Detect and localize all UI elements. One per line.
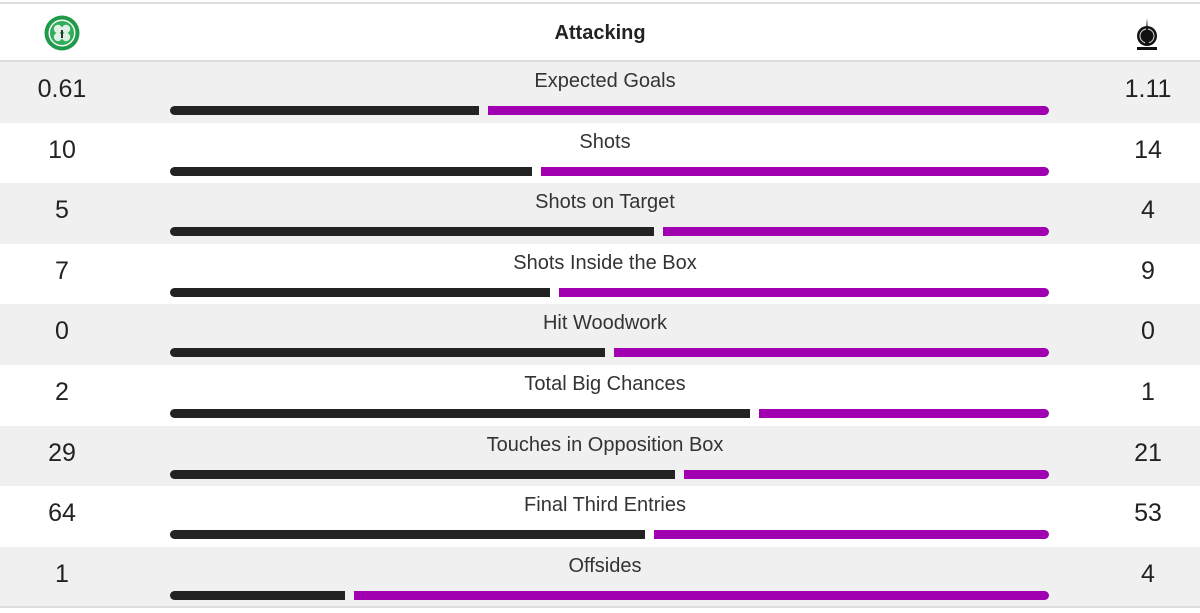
away-bar	[488, 106, 1049, 115]
stat-label: Shots on Target	[535, 191, 675, 214]
comparison-bar	[170, 106, 1049, 115]
home-bar	[170, 408, 750, 418]
stat-label: Offsides	[568, 554, 642, 577]
away-value: 21	[1134, 438, 1162, 467]
home-value: 64	[48, 499, 76, 528]
home-value: 10	[48, 135, 76, 164]
stat-row-final-third-entries: 64 Final Third Entries 53	[0, 486, 1200, 547]
home-value: 0	[55, 317, 69, 346]
comparison-bar	[170, 590, 1049, 600]
away-team-crest-icon[interactable]	[1130, 16, 1164, 54]
home-bar	[170, 106, 479, 115]
stat-label: Expected Goals	[534, 70, 676, 92]
away-bar	[684, 469, 1049, 479]
stat-label: Total Big Chances	[524, 372, 686, 395]
home-value: 7	[55, 256, 69, 285]
comparison-bar	[170, 469, 1049, 479]
away-bar	[654, 530, 1049, 540]
comparison-bar	[170, 227, 1049, 237]
stat-label: Shots	[579, 130, 631, 153]
away-bar	[559, 287, 1049, 297]
section-title: Attacking	[554, 22, 646, 44]
comparison-bar	[170, 287, 1049, 297]
stat-label: Shots Inside the Box	[513, 251, 697, 274]
home-value: 0.61	[37, 75, 87, 103]
home-bar	[170, 530, 645, 540]
home-value: 5	[55, 196, 69, 225]
away-bar	[663, 227, 1049, 237]
stat-row-expected-goals: 0.61 Expected Goals 1.11	[0, 62, 1200, 123]
away-value: 4	[1141, 559, 1155, 588]
away-value: 1	[1141, 377, 1155, 406]
stat-row-offsides: 1 Offsides 4	[0, 546, 1200, 608]
away-bar	[541, 166, 1049, 176]
away-bar	[614, 348, 1049, 358]
away-value: 4	[1141, 196, 1155, 225]
section-header: Attacking	[0, 2, 1200, 62]
away-value: 0	[1141, 317, 1155, 346]
home-bar	[170, 227, 654, 237]
comparison-bar	[170, 530, 1049, 540]
stat-label: Hit Woodwork	[542, 312, 668, 335]
home-bar	[170, 166, 532, 176]
comparison-bar	[170, 408, 1049, 418]
away-bar	[759, 408, 1049, 418]
home-bar	[170, 348, 605, 358]
stat-row-shots: 10 Shots 14	[0, 123, 1200, 184]
home-bar	[170, 287, 550, 297]
stat-row-shots-on-target: 5 Shots on Target 4	[0, 183, 1200, 244]
home-bar	[170, 469, 675, 479]
home-value: 2	[55, 377, 69, 406]
stat-row-shots-inside-box: 7 Shots Inside the Box 9	[0, 244, 1200, 305]
stat-label: Final Third Entries	[524, 494, 686, 517]
stat-row-hit-woodwork: 0 Hit Woodwork 0	[0, 304, 1200, 365]
home-bar	[170, 590, 345, 600]
comparison-bar	[170, 348, 1049, 358]
stat-row-total-big-chances: 2 Total Big Chances 1	[0, 365, 1200, 426]
stat-label: Touches in Opposition Box	[486, 433, 724, 456]
stats-list: 0.61 Expected Goals 1.11 10 Shots 14 5 S…	[0, 62, 1200, 608]
home-team-crest-icon[interactable]	[44, 15, 80, 51]
away-bar	[354, 590, 1049, 600]
home-value: 1	[55, 559, 69, 588]
away-value: 53	[1134, 499, 1162, 528]
away-value: 1.11	[1124, 75, 1172, 103]
divider	[0, 606, 1200, 608]
away-value: 9	[1141, 256, 1155, 285]
away-value: 14	[1134, 135, 1162, 164]
comparison-bar	[170, 166, 1049, 176]
stat-row-touches-opposition-box: 29 Touches in Opposition Box 21	[0, 425, 1200, 487]
home-value: 29	[48, 438, 76, 467]
